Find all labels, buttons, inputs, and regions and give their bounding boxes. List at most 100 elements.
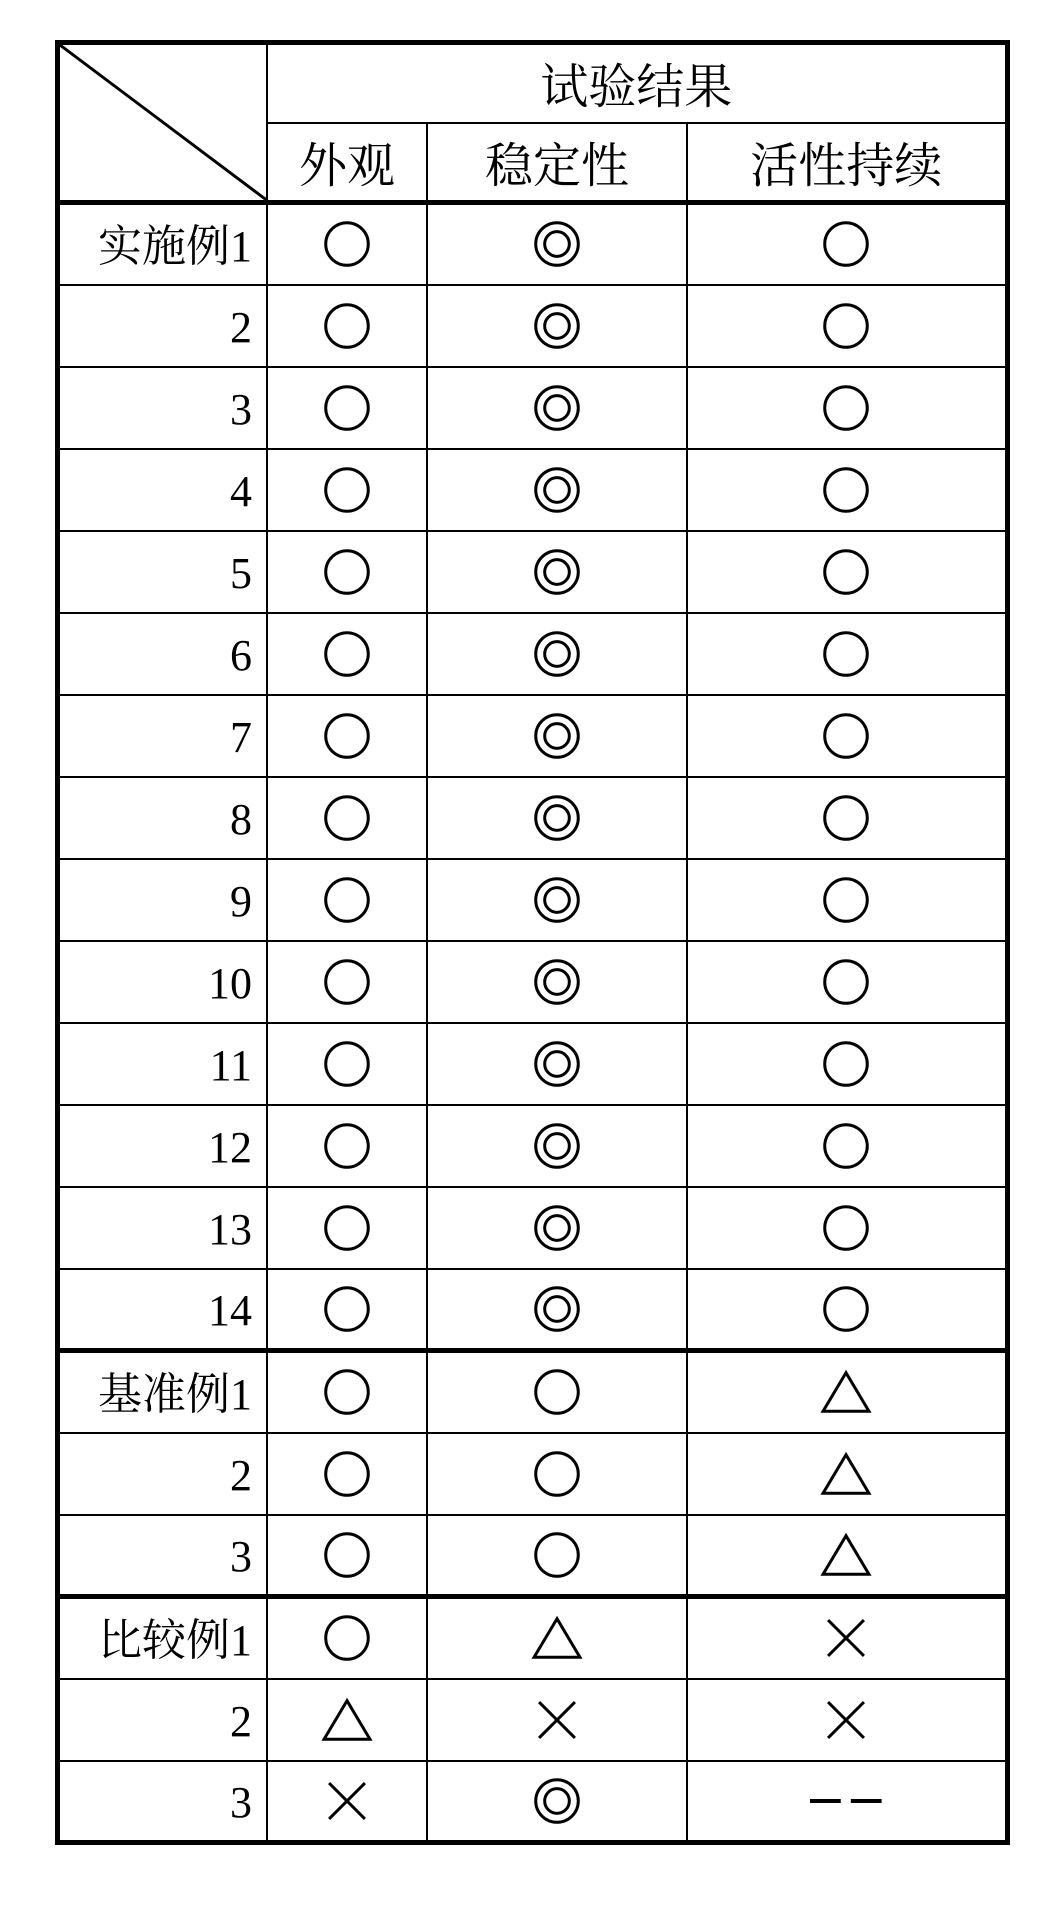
circle-icon: [818, 872, 874, 928]
row-label: 13: [57, 1187, 267, 1269]
result-cell: [267, 613, 427, 695]
row-label: 实施例1: [57, 203, 267, 285]
row-label: 11: [57, 1023, 267, 1105]
circle-icon: [529, 1446, 585, 1502]
circle-icon: [818, 790, 874, 846]
circle-icon: [319, 1200, 375, 1256]
result-cell: [687, 1105, 1007, 1187]
circle-icon: [319, 708, 375, 764]
result-cell: [267, 1105, 427, 1187]
result-cell: [267, 1597, 427, 1679]
result-cell: [267, 859, 427, 941]
table-row: 12: [57, 1105, 1007, 1187]
table-row: 10: [57, 941, 1007, 1023]
result-cell: [267, 1187, 427, 1269]
table-row: 2: [57, 1433, 1007, 1515]
result-cell: [427, 1023, 687, 1105]
row-label-number: 9: [230, 877, 252, 926]
result-cell: [687, 1515, 1007, 1597]
circle-icon: [319, 1364, 375, 1420]
circle-icon: [818, 1281, 874, 1337]
table-row: 8: [57, 777, 1007, 859]
table-row: 9: [57, 859, 1007, 941]
circle-icon: [818, 954, 874, 1010]
result-cell: [267, 1761, 427, 1843]
circle-icon: [319, 954, 375, 1010]
circle-icon: [319, 216, 375, 272]
result-cell: [687, 1269, 1007, 1351]
result-cell: [687, 695, 1007, 777]
table-row: 3: [57, 367, 1007, 449]
result-cell: [427, 1105, 687, 1187]
corner-diagonal-cell: [57, 43, 267, 203]
result-cell: [427, 1597, 687, 1679]
col-header-appearance: 外观: [267, 123, 427, 203]
result-cell: [427, 449, 687, 531]
circle-icon: [319, 1118, 375, 1174]
row-label: 比较例1: [57, 1597, 267, 1679]
row-label-number: 3: [230, 1532, 252, 1581]
double-circle-icon: [529, 544, 585, 600]
table-row: 13: [57, 1187, 1007, 1269]
result-cell: [687, 941, 1007, 1023]
result-cell: [427, 1761, 687, 1843]
table-row: 11: [57, 1023, 1007, 1105]
circle-icon: [319, 462, 375, 518]
row-label-number: 14: [208, 1286, 252, 1335]
table-row: 3: [57, 1761, 1007, 1843]
triangle-icon: [818, 1364, 874, 1420]
row-label-number: 4: [230, 467, 252, 516]
circle-icon: [818, 544, 874, 600]
row-label-number: 13: [208, 1205, 252, 1254]
result-cell: [427, 1679, 687, 1761]
circle-icon: [818, 216, 874, 272]
result-cell: [427, 941, 687, 1023]
dash-icon: [801, 1773, 891, 1829]
table-row: 2: [57, 285, 1007, 367]
result-cell: [267, 1433, 427, 1515]
double-circle-icon: [529, 462, 585, 518]
row-label-number: 8: [230, 795, 252, 844]
table-row: 4: [57, 449, 1007, 531]
table-row: 6: [57, 613, 1007, 695]
result-cell: [687, 1597, 1007, 1679]
result-cell: [267, 1679, 427, 1761]
circle-icon: [319, 790, 375, 846]
row-label-number: 7: [230, 713, 252, 762]
result-cell: [427, 531, 687, 613]
row-label: 基准例1: [57, 1351, 267, 1433]
table-row: 2: [57, 1679, 1007, 1761]
row-label: 2: [57, 1679, 267, 1761]
circle-icon: [529, 1527, 585, 1583]
row-label-number: 10: [208, 959, 252, 1008]
table-header: 试验结果 外观 稳定性 活性持续: [57, 43, 1007, 203]
result-cell: [687, 1187, 1007, 1269]
double-circle-icon: [529, 216, 585, 272]
row-label-number: 3: [230, 385, 252, 434]
diagonal-line-icon: [60, 45, 267, 200]
row-label: 8: [57, 777, 267, 859]
circle-icon: [319, 1446, 375, 1502]
cross-icon: [529, 1692, 585, 1748]
circle-icon: [319, 626, 375, 682]
table-row: 实施例1: [57, 203, 1007, 285]
table-row: 14: [57, 1269, 1007, 1351]
circle-icon: [319, 1281, 375, 1337]
row-label: 2: [57, 285, 267, 367]
result-cell: [427, 859, 687, 941]
circle-icon: [818, 1200, 874, 1256]
result-cell: [687, 203, 1007, 285]
col-header-activity: 活性持续: [687, 123, 1007, 203]
result-cell: [687, 531, 1007, 613]
circle-icon: [319, 544, 375, 600]
result-cell: [427, 367, 687, 449]
circle-icon: [818, 708, 874, 764]
row-label-number: 1: [230, 222, 252, 271]
row-label: 2: [57, 1433, 267, 1515]
circle-icon: [319, 298, 375, 354]
result-cell: [267, 367, 427, 449]
result-cell: [427, 285, 687, 367]
triangle-icon: [818, 1527, 874, 1583]
circle-icon: [818, 1118, 874, 1174]
double-circle-icon: [529, 790, 585, 846]
